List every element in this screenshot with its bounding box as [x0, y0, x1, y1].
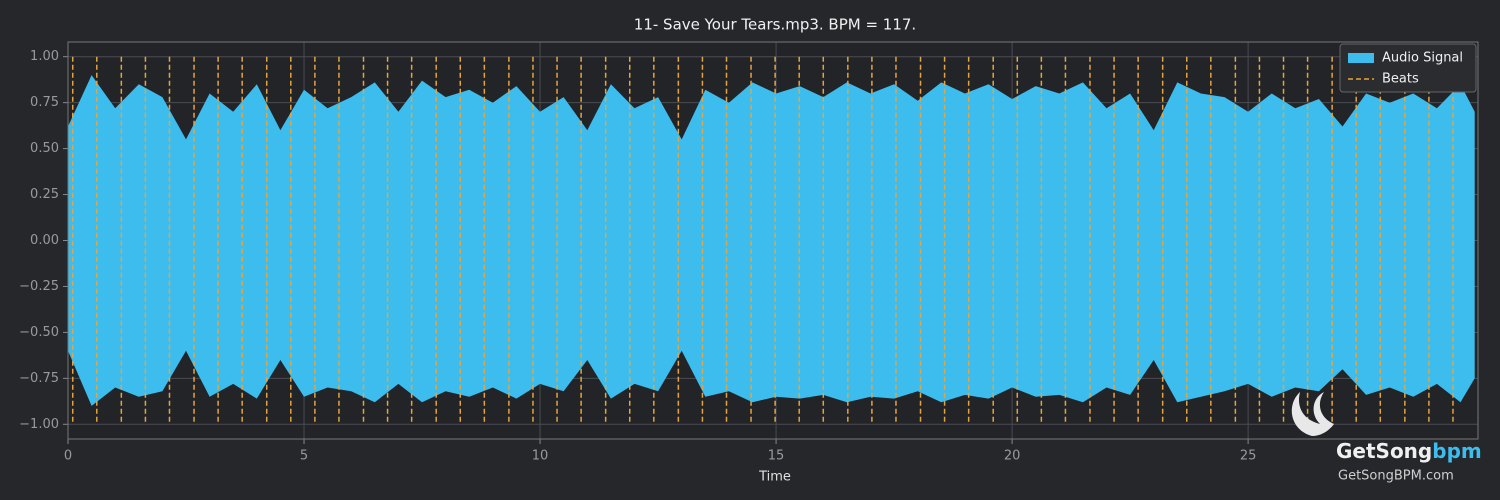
y-tick-label: −0.25 [19, 279, 59, 294]
logo-accent: bpm [1432, 439, 1481, 463]
x-tick-label: 5 [300, 449, 308, 464]
y-tick-label: −0.75 [19, 371, 59, 386]
logo-icon [1291, 392, 1334, 436]
chart-title: 11- Save Your Tears.mp3. BPM = 117. [634, 16, 916, 34]
y-tick-label: 0.25 [30, 187, 59, 202]
x-tick-label: 10 [532, 449, 549, 464]
x-tick-label: 0 [64, 449, 72, 464]
logo-name: GetSong [1336, 439, 1432, 463]
logo-url: GetSongBPM.com [1338, 469, 1454, 484]
legend-swatch [1348, 53, 1374, 63]
legend: Audio Signal Beats [1339, 43, 1477, 93]
y-tick-label: −1.00 [19, 417, 59, 432]
x-tick-label: 25 [1240, 449, 1257, 464]
y-tick-label: 0.50 [30, 141, 59, 156]
logo: GetSongbpm GetSongBPM.com [1291, 392, 1482, 484]
x-tick-label: 20 [1004, 449, 1021, 464]
y-tick-label: 0.75 [30, 95, 59, 110]
audio-signal [68, 75, 1475, 406]
logo-text: GetSongbpm [1336, 439, 1482, 463]
x-axis-label: Time [758, 470, 791, 485]
legend-label: Beats [1382, 72, 1419, 87]
legend-label: Audio Signal [1382, 51, 1463, 66]
x-tick-label: 15 [768, 449, 785, 464]
y-tick-label: 0.00 [30, 233, 59, 248]
y-tick-label: −0.50 [19, 325, 59, 340]
y-tick-label: 1.00 [30, 49, 59, 64]
axes-frame [67, 41, 1479, 440]
